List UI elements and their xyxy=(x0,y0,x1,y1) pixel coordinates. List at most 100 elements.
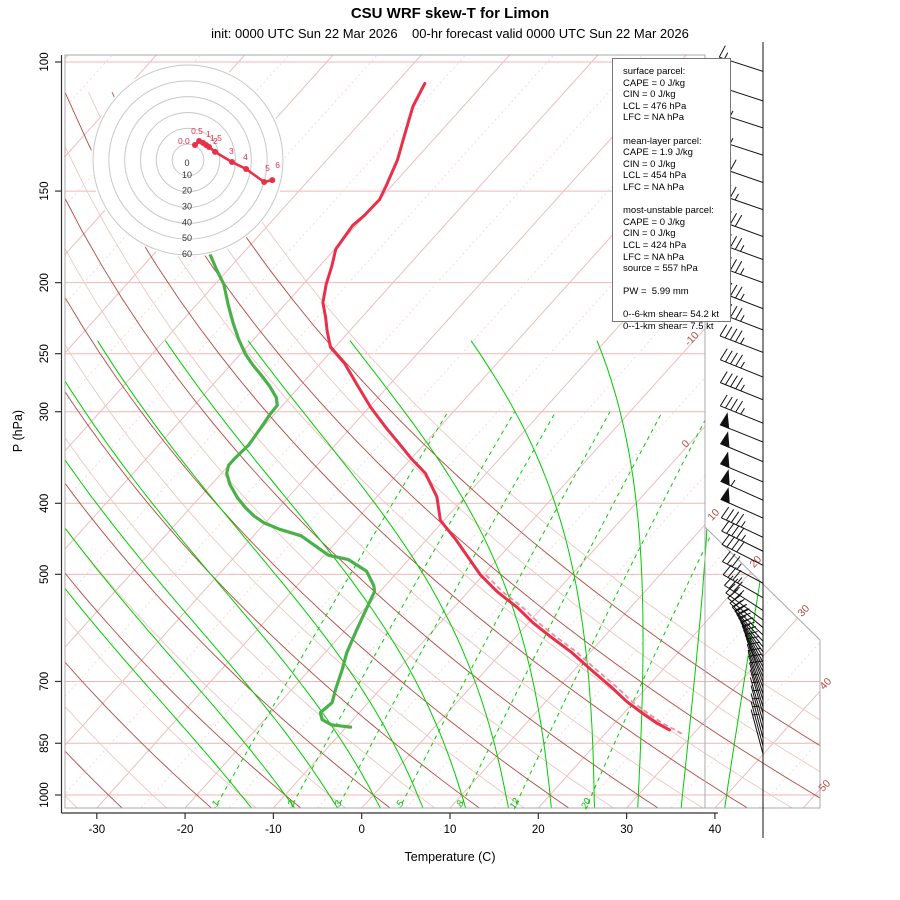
dry-adiabat-minor-line xyxy=(65,92,707,808)
dry-adiabat-minor-line xyxy=(135,92,820,808)
wind-barb-full xyxy=(722,564,732,575)
parcel-info-line xyxy=(623,275,730,287)
wind-barb-shaft xyxy=(750,685,764,731)
dry-adiabat-minor-line xyxy=(65,92,618,808)
wind-barb-shaft xyxy=(720,359,764,378)
wind-barb-shaft xyxy=(746,638,764,683)
wind-barb-shaft xyxy=(749,669,764,714)
plot-frame xyxy=(64,54,706,809)
hodograph-point xyxy=(212,148,219,155)
temperature-curve xyxy=(321,82,671,732)
wind-barb-shaft xyxy=(722,574,764,599)
isotherm-edge-label: 50 xyxy=(816,777,833,794)
dry-adiabat-minor-line xyxy=(65,92,170,808)
hodograph-ring-label: 50 xyxy=(182,233,192,243)
wind-barb-full xyxy=(736,608,749,615)
wind-barb-pennant xyxy=(719,431,730,449)
moist-adiabat-line xyxy=(349,340,553,808)
parcel-info-line: most-unstable parcel: xyxy=(623,205,714,217)
wind-barb xyxy=(719,451,764,483)
wind-barb-shaft xyxy=(727,597,764,628)
isotherm-line xyxy=(65,55,422,808)
wind-barb-half xyxy=(752,689,760,692)
dry-adiabat-line xyxy=(65,92,126,808)
isotherm-line xyxy=(361,55,820,808)
wind-barb xyxy=(746,641,764,688)
isotherm-line xyxy=(802,55,820,808)
wind-barb xyxy=(719,371,764,401)
y-axis-tick-label: 400 xyxy=(39,494,51,513)
wind-barb-pennant xyxy=(719,412,730,429)
isotherm-minor-line xyxy=(847,55,900,808)
wind-barb-pennant xyxy=(720,469,730,486)
parcel-info-line: LCL = 424 hPa xyxy=(623,239,687,251)
y-axis-tick-label: 850 xyxy=(39,734,51,753)
wind-barb-shaft xyxy=(750,709,764,755)
wind-barb xyxy=(719,324,764,353)
mixing-ratio-label: 3 xyxy=(332,798,345,808)
wind-barb-full xyxy=(725,583,736,594)
hodograph-point-label: 4 xyxy=(243,152,248,162)
sounding-curves xyxy=(208,82,683,735)
wind-barb-half xyxy=(752,697,760,700)
dry-adiabat-line xyxy=(111,92,820,808)
isotherm-minor-line xyxy=(65,55,466,808)
hodograph-point-label: 5 xyxy=(265,163,270,173)
isotherm-line xyxy=(273,55,820,808)
hodograph-ring-label: 20 xyxy=(182,186,192,196)
wind-barb-full xyxy=(735,400,743,413)
hodograph-ring-label: 10 xyxy=(182,170,192,180)
wind-barb-half xyxy=(736,563,742,570)
parcel-info-line: CIN = 0 J/kg xyxy=(623,158,676,170)
y-axis-title: P (hPa) xyxy=(11,409,25,453)
hodograph-point-label: 0.0 xyxy=(178,136,190,146)
wind-barb-full xyxy=(729,284,738,297)
wind-barb-shaft xyxy=(750,693,764,739)
wind-barb-full xyxy=(749,660,763,664)
parcel-info-line: LFC = NA hPa xyxy=(623,112,684,124)
wind-barb-full xyxy=(738,612,751,619)
wind-barb-half xyxy=(740,268,745,275)
wind-barb-full xyxy=(736,527,745,539)
wind-barb-full xyxy=(734,261,743,273)
hodograph-ring-label: 0 xyxy=(184,158,189,168)
isotherm-line xyxy=(537,55,820,808)
wind-barb-full xyxy=(743,626,757,631)
isotherm-line xyxy=(714,55,820,808)
wind-barb-full xyxy=(731,525,740,537)
dry-adiabat-line xyxy=(158,92,820,808)
wind-barb xyxy=(743,626,764,672)
wind-barb-full xyxy=(721,520,730,532)
wind-barb-full xyxy=(732,569,742,581)
wind-barb-half xyxy=(740,361,745,369)
isotherm-minor-line xyxy=(65,55,643,808)
wind-barb-half xyxy=(741,534,746,542)
hodograph-ring xyxy=(92,64,284,256)
hodograph-point-label: 0.5 xyxy=(191,126,203,136)
wind-barb-shaft xyxy=(741,625,764,668)
wind-barb-full xyxy=(744,631,758,636)
axes: -30 -20 -10 0 10 20 30 401001502002503004005007… xyxy=(39,52,721,836)
wind-barb xyxy=(749,660,764,707)
wind-barb-full xyxy=(725,350,733,363)
wind-barb-full xyxy=(720,506,730,519)
x-axis-tick-label: 10 xyxy=(444,824,457,836)
wind-barb-shaft xyxy=(719,335,764,353)
wind-barb xyxy=(720,469,764,501)
wind-barb-half xyxy=(751,673,759,676)
mixing-ratio-label: 2 xyxy=(285,798,298,809)
wind-barb-full xyxy=(726,553,736,565)
x-axis-tick-label: -10 xyxy=(265,824,282,836)
wind-barb-half xyxy=(740,315,745,322)
wind-barb-shaft xyxy=(746,644,764,688)
virtual-temperature-curve xyxy=(485,574,683,735)
hodograph-ring xyxy=(171,143,205,177)
hodograph-ring-label: 40 xyxy=(182,217,192,227)
wind-barb-half xyxy=(737,577,743,584)
wind-barb-shaft xyxy=(738,617,764,658)
wind-barb xyxy=(721,520,764,552)
wind-barb-full xyxy=(727,589,739,599)
parcel-info-line: PW = 5.99 mm xyxy=(623,286,689,298)
